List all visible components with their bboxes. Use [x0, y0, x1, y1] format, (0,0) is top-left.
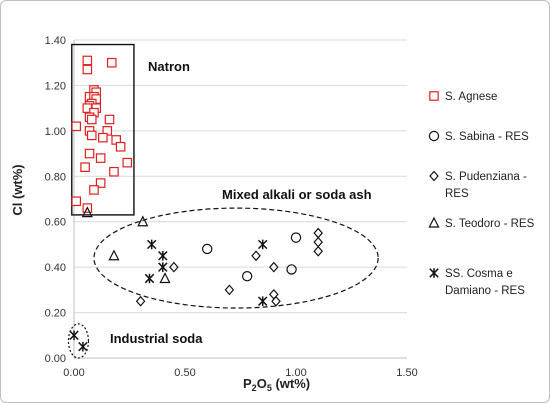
point-circle-2 — [286, 264, 297, 275]
point-square-25 — [122, 157, 133, 168]
point-diamond-7 — [313, 227, 324, 239]
point-diamond-0 — [135, 295, 146, 307]
industrial-soda-region-ellipse — [67, 323, 90, 359]
point-asterisk-5 — [257, 296, 268, 307]
point-triangle-1 — [137, 215, 149, 227]
point-square-14 — [86, 114, 97, 125]
x-tick-label-2: 1.00 — [285, 367, 306, 379]
point-triangle-0 — [81, 206, 93, 218]
point-diamond-1 — [169, 261, 179, 273]
annotation-natron: Natron — [148, 59, 190, 74]
y-tick-label-7: 1.40 — [45, 35, 66, 47]
legend-label-4-1: Damiano - RES — [445, 285, 525, 297]
legend-label-2-0: S. Pudenziana - — [445, 171, 527, 183]
point-diamond-6 — [271, 295, 281, 307]
point-square-0 — [82, 55, 93, 66]
point-square-20 — [98, 132, 108, 143]
point-asterisk-0 — [146, 239, 157, 250]
x-tick-label-3: 1.50 — [396, 367, 417, 379]
point-square-24 — [95, 153, 106, 163]
y-tick-label-5: 1.00 — [45, 126, 66, 138]
point-square-15 — [104, 114, 115, 125]
point-asterisk-1 — [158, 250, 168, 261]
point-square-29 — [89, 185, 99, 195]
point-square-28 — [95, 178, 106, 188]
y-tick-label-2: 0.40 — [45, 262, 66, 274]
y-tick-label-3: 0.60 — [45, 217, 66, 229]
point-asterisk-2 — [144, 273, 155, 284]
y-tick-labels: 0.00 0.20 0.40 0.60 0.80 1.00 1.20 1.40 — [45, 35, 66, 365]
legend-marker-diamond — [429, 170, 439, 182]
point-diamond-8 — [313, 236, 324, 248]
legend-label-1-0: S. Sabina - RES — [445, 131, 529, 143]
annotation-mixed-alkali: Mixed alkali or soda ash — [222, 187, 372, 202]
x-tick-label-0: 0.00 — [63, 367, 84, 379]
point-diamond-4 — [268, 261, 279, 273]
point-square-27 — [109, 166, 119, 177]
y-tick-label-6: 1.20 — [45, 80, 66, 92]
point-square-19 — [86, 130, 97, 141]
point-triangle-2 — [108, 249, 120, 261]
point-asterisk-3 — [158, 262, 168, 272]
legend-marker-triangle — [428, 216, 440, 228]
legend-marker-square — [429, 91, 439, 101]
x-tick-label-1: 0.50 — [174, 367, 195, 379]
point-circle-1 — [241, 271, 253, 282]
y-tick-label-4: 0.80 — [45, 171, 66, 183]
x-axis-title: P2O5 (wt%) — [243, 376, 310, 393]
mixed-alkali-region-ellipse — [93, 207, 379, 309]
legend-item-4: SS. Cosma e Damiano - RES — [429, 268, 525, 297]
point-circle-0 — [201, 243, 213, 255]
data-points — [69, 55, 324, 352]
legend-marker-asterisk — [429, 268, 439, 278]
point-square-23 — [84, 148, 95, 159]
y-axis-title: Cl (wt%) — [10, 164, 25, 215]
legend-label-2-1: RES — [445, 188, 469, 200]
legend-label-3-0: S. Teodoro - RES — [445, 218, 535, 230]
point-square-22 — [115, 141, 126, 152]
point-asterisk-6 — [69, 330, 79, 341]
point-asterisk-7 — [78, 341, 88, 352]
x-tick-labels: 0.00 0.50 1.00 1.50 — [63, 367, 417, 379]
point-square-1 — [106, 57, 117, 68]
point-diamond-3 — [251, 250, 261, 262]
y-tick-label-1: 0.20 — [45, 308, 66, 320]
legend-label-0-0: S. Agnese — [445, 91, 497, 103]
point-triangle-3 — [159, 272, 171, 284]
point-square-16 — [71, 121, 82, 132]
point-asterisk-4 — [257, 239, 268, 250]
legend-item-0: S. Agnese — [429, 91, 497, 103]
annotation-industrial-soda: Industrial soda — [110, 331, 203, 346]
point-diamond-2 — [224, 284, 235, 296]
point-square-30 — [71, 196, 82, 207]
point-square-26 — [80, 162, 90, 172]
legend-item-2: S. Pudenziana - RES — [429, 170, 527, 200]
legend-item-3: S. Teodoro - RES — [428, 216, 535, 230]
point-circle-3 — [290, 232, 302, 243]
point-diamond-9 — [313, 245, 324, 257]
point-square-2 — [82, 64, 93, 75]
legend-label-4-0: SS. Cosma e — [445, 268, 513, 280]
legend-item-1: S. Sabina - RES — [428, 130, 529, 143]
legend: S. Agnese S. Sabina - RES S. Pudenziana - R… — [428, 91, 535, 297]
legend-marker-circle — [428, 130, 440, 142]
y-tick-label-0: 0.00 — [45, 353, 66, 365]
